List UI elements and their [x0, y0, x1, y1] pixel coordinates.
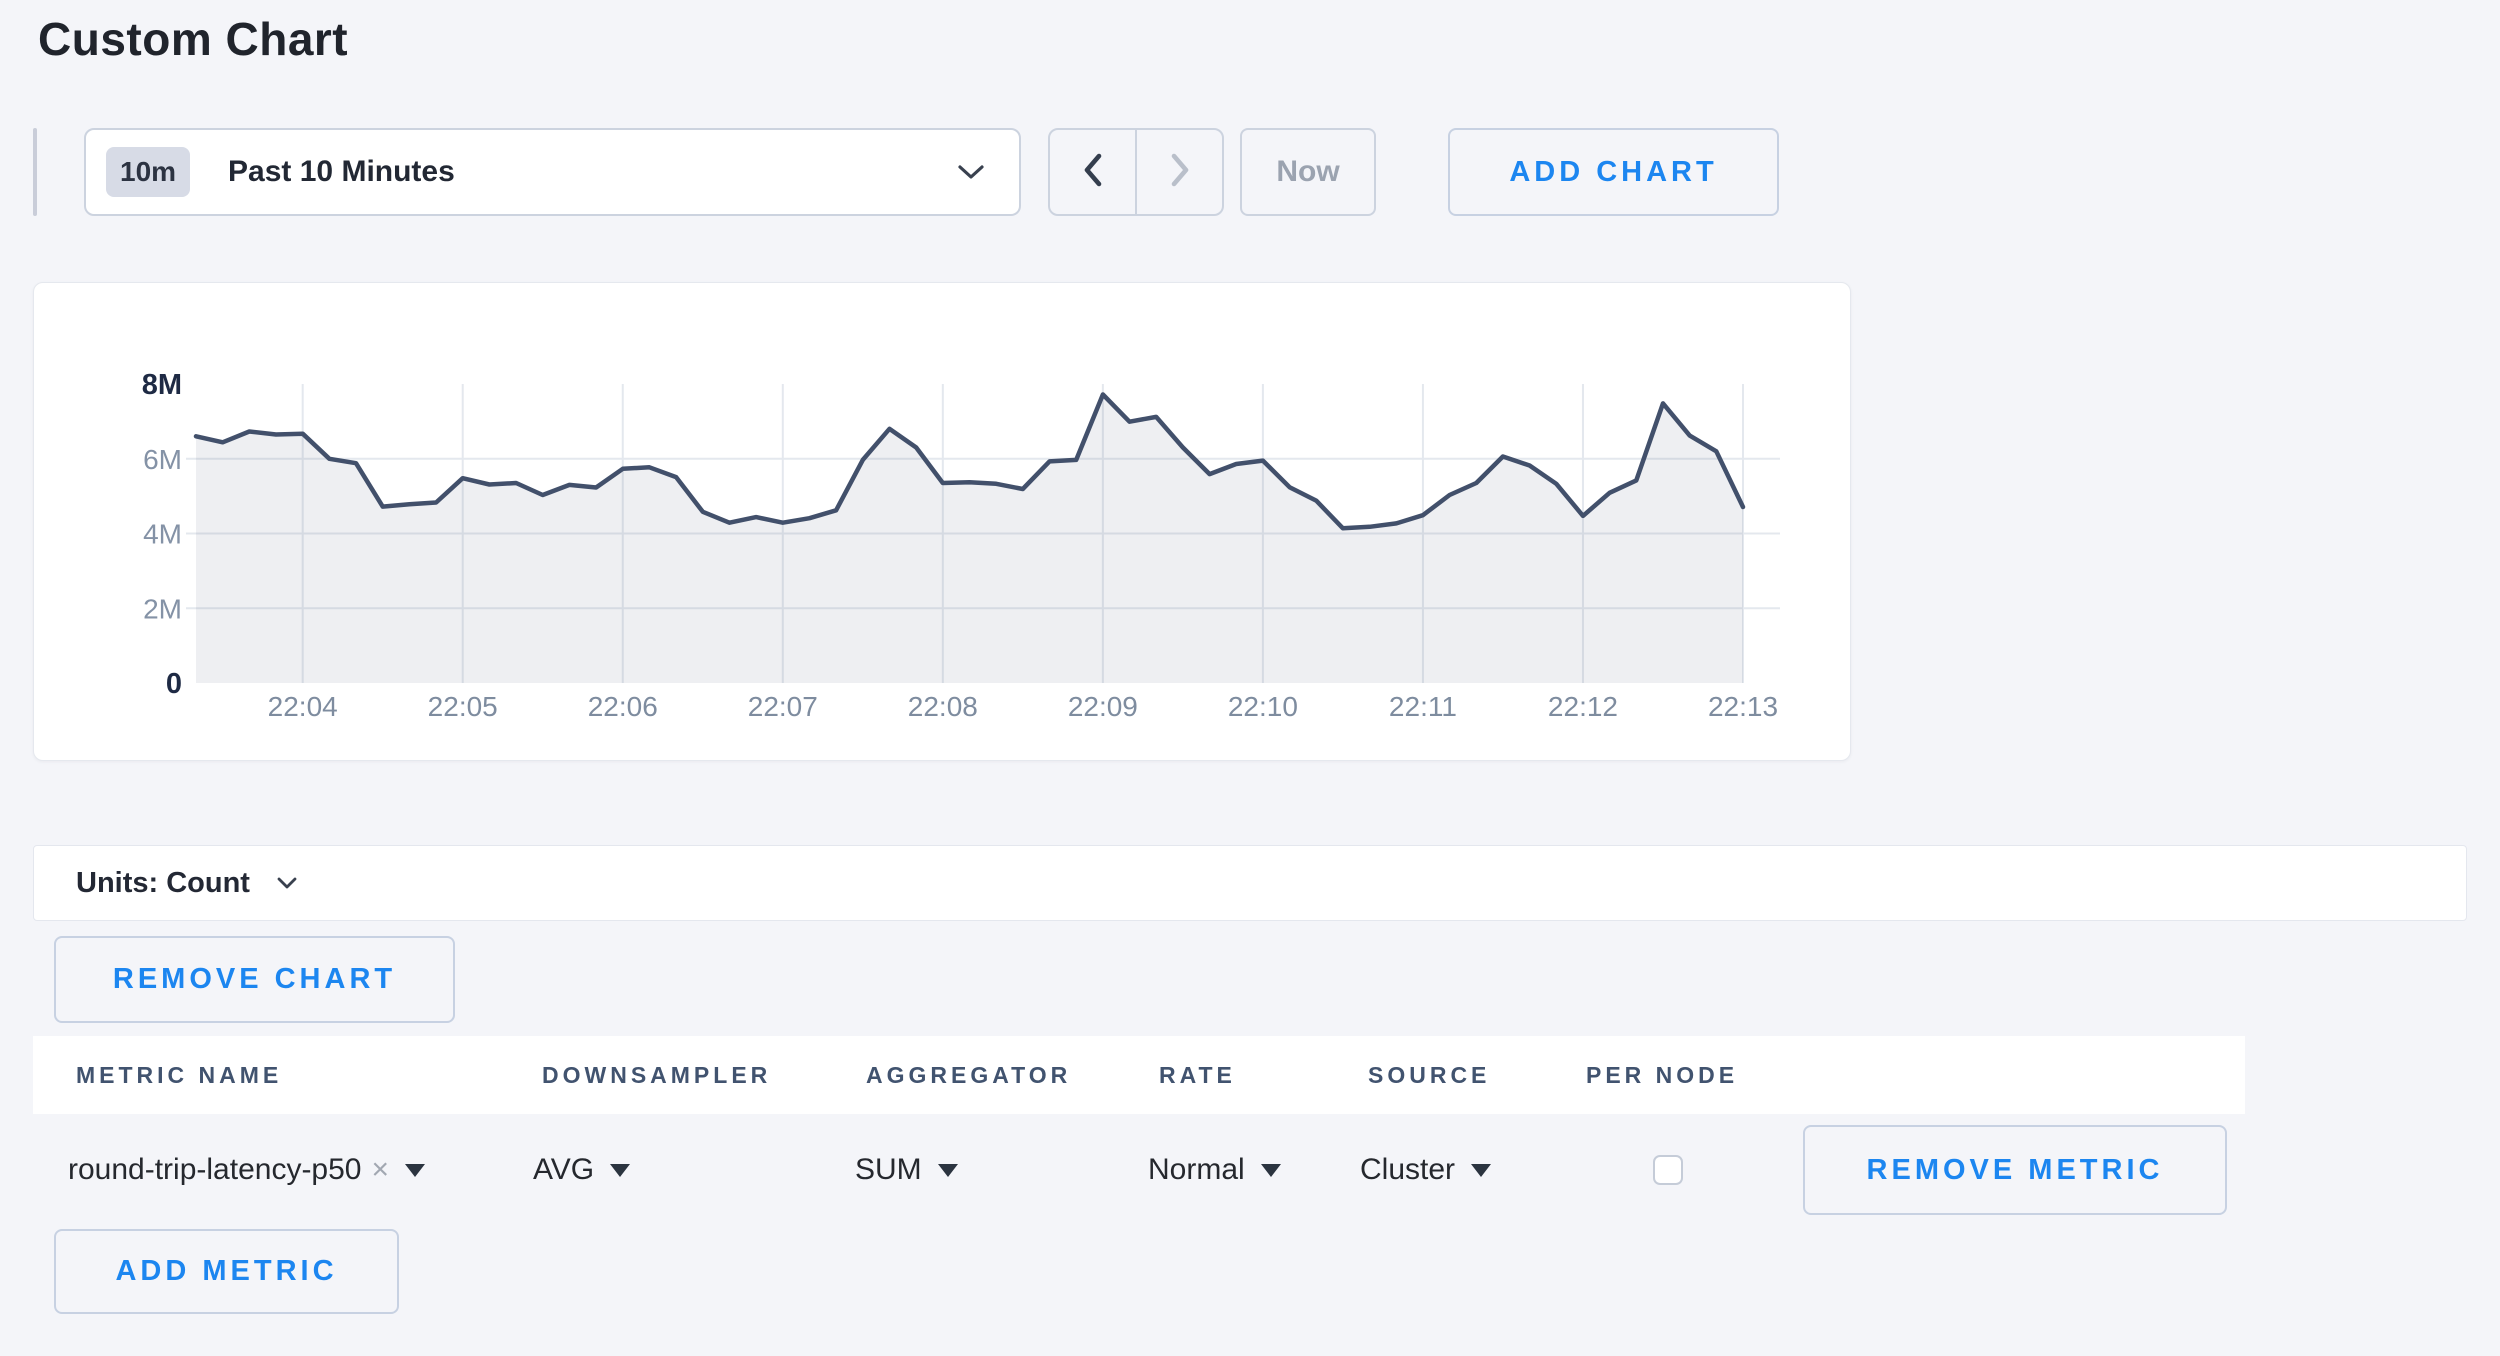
triangle-down-icon — [1260, 1163, 1281, 1177]
chevron-right-icon — [1169, 152, 1191, 193]
y-axis-tick-label: 8M — [142, 369, 182, 401]
triangle-down-icon — [405, 1163, 426, 1177]
next-button[interactable] — [1137, 130, 1222, 214]
x-axis-tick-label: 22:12 — [1548, 691, 1618, 722]
header-downsampler: DOWNSAMPLER — [542, 1062, 772, 1088]
add-metric-button[interactable]: ADD METRIC — [54, 1229, 399, 1314]
metric-name-value: round-trip-latency-p50 — [68, 1153, 362, 1186]
y-axis-tick-label: 4M — [143, 519, 182, 550]
metrics-header-row: METRIC NAME DOWNSAMPLER AGGREGATOR RATE … — [33, 1036, 2245, 1114]
toolbar-left-rule — [33, 128, 37, 216]
series-area — [196, 394, 1743, 683]
header-per-node: PER NODE — [1586, 1062, 1739, 1088]
x-axis-tick-label: 22:07 — [748, 691, 818, 722]
rate-value: Normal — [1148, 1153, 1245, 1186]
aggregator-value: SUM — [855, 1153, 922, 1186]
y-axis-tick-label: 6M — [143, 444, 182, 475]
remove-metric-button[interactable]: REMOVE METRIC — [1803, 1125, 2227, 1215]
page-title: Custom Chart — [38, 13, 349, 65]
x-axis-tick-label: 22:05 — [428, 691, 498, 722]
series-line — [193, 392, 1746, 531]
chevron-left-icon — [1082, 152, 1104, 193]
x-axis-tick-label: 22:11 — [1389, 691, 1457, 722]
chart-card: 22:04 22:05 22:06 22:07 22:08 22:09 22:10 22:11… — [33, 282, 1851, 761]
chevron-down-icon — [957, 164, 985, 181]
units-label: Units: Count — [76, 866, 250, 899]
header-rate: RATE — [1159, 1062, 1236, 1088]
header-aggregator: AGGREGATOR — [866, 1062, 1072, 1088]
downsampler-select[interactable]: AVG — [533, 1125, 631, 1215]
time-window-badge: 10m — [106, 147, 191, 197]
time-window-label: Past 10 Minutes — [228, 155, 455, 188]
time-window-pager — [1048, 128, 1224, 216]
now-button[interactable]: Now — [1240, 128, 1376, 216]
chevron-down-icon — [276, 876, 298, 890]
x-axis-tick-label: 22:06 — [588, 691, 658, 722]
metric-name-select[interactable]: round-trip-latency-p50 × — [68, 1125, 426, 1215]
triangle-down-icon — [610, 1163, 631, 1177]
source-select[interactable]: Cluster — [1360, 1125, 1492, 1215]
rate-select[interactable]: Normal — [1148, 1125, 1281, 1215]
source-value: Cluster — [1360, 1153, 1456, 1186]
x-axis-tick-label: 22:04 — [268, 691, 338, 722]
header-metric-name: METRIC NAME — [76, 1062, 283, 1088]
remove-chart-button[interactable]: REMOVE CHART — [54, 936, 455, 1023]
triangle-down-icon — [937, 1163, 958, 1177]
triangle-down-icon — [1471, 1163, 1492, 1177]
x-axis-tick-label: 22:08 — [908, 691, 978, 722]
aggregator-select[interactable]: SUM — [855, 1125, 958, 1215]
clear-metric-icon[interactable]: × — [371, 1153, 390, 1186]
downsampler-value: AVG — [533, 1153, 595, 1186]
units-select[interactable]: Units: Count — [33, 845, 2467, 921]
y-axis-tick-label: 2M — [143, 593, 182, 624]
add-chart-button[interactable]: ADD CHART — [1448, 128, 1779, 216]
x-axis-tick-label: 22:10 — [1228, 691, 1298, 722]
time-window-select[interactable]: 10m Past 10 Minutes — [84, 128, 1021, 216]
x-axis-tick-label: 22:13 — [1708, 691, 1778, 722]
prev-button[interactable] — [1050, 130, 1137, 214]
per-node-checkbox[interactable] — [1653, 1155, 1683, 1185]
header-source: SOURCE — [1368, 1062, 1491, 1088]
custom-chart[interactable]: 22:04 22:05 22:06 22:07 22:08 22:09 22:10 22:11… — [34, 283, 1850, 760]
x-axis-tick-label: 22:09 — [1068, 691, 1138, 722]
y-axis-tick-label: 0 — [166, 668, 182, 700]
